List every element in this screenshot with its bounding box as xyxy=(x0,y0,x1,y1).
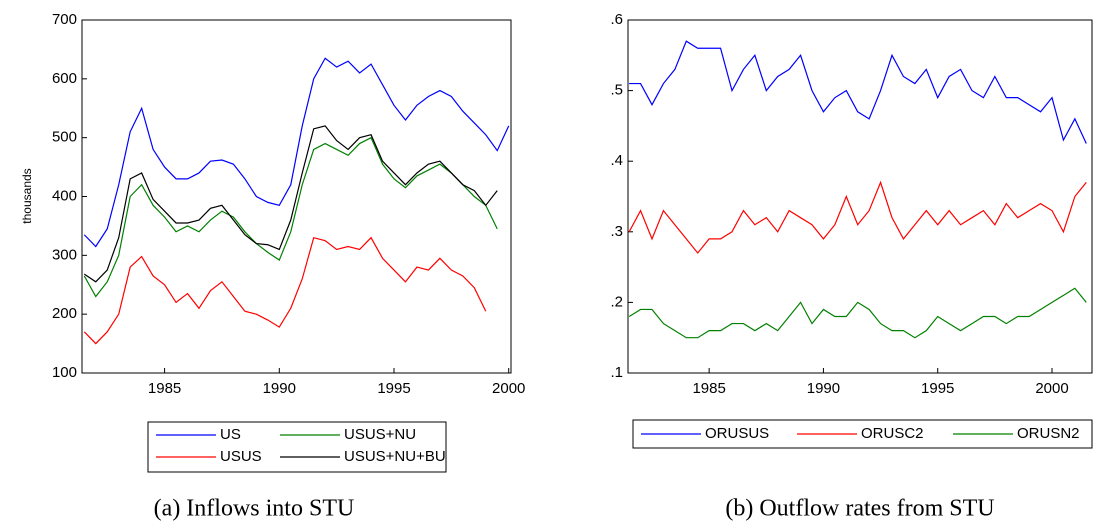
series-line xyxy=(83,125,498,283)
x-tick-label: 2000 xyxy=(1035,380,1068,397)
caption: (b) Outflow rates from STU xyxy=(725,496,994,522)
y-tick-label: .4 xyxy=(610,152,623,169)
x-tick-label: 2000 xyxy=(492,380,525,397)
y-tick-label: .3 xyxy=(610,223,623,240)
y-tick-label: .5 xyxy=(610,82,623,99)
y-tick-label: 600 xyxy=(52,70,77,87)
y-tick-label: .2 xyxy=(610,293,623,310)
series-line xyxy=(628,180,1087,254)
y-tick-label: .6 xyxy=(610,11,623,28)
x-tick-label: 1985 xyxy=(148,380,181,397)
y-tick-label: 400 xyxy=(52,187,77,204)
y-axis-label: thousands xyxy=(20,168,34,223)
x-tick-label: 1990 xyxy=(807,380,840,397)
legend-box xyxy=(147,421,447,473)
caption: (a) Inflows into STU xyxy=(154,496,355,522)
y-tick-label: 100 xyxy=(52,364,77,381)
x-tick-label: 1995 xyxy=(921,380,954,397)
series-line xyxy=(83,57,510,248)
legend-label: ORUSC2 xyxy=(861,425,924,442)
y-tick-label: 200 xyxy=(52,305,77,322)
series-line xyxy=(83,236,487,345)
x-tick-label: 1985 xyxy=(692,380,725,397)
legend-label: USUS+NU xyxy=(344,426,416,443)
legend-label: ORUSUS xyxy=(705,425,769,442)
legend-label: USUS xyxy=(220,448,262,465)
series-line xyxy=(629,40,1087,144)
y-tick-label: 300 xyxy=(52,246,77,263)
legend-label: USUS+NU+BU xyxy=(344,448,446,465)
y-tick-label: 700 xyxy=(52,11,77,28)
legend-label: US xyxy=(220,426,241,443)
plot-frame xyxy=(627,19,1093,374)
series-line xyxy=(83,136,498,298)
series-line xyxy=(628,287,1087,339)
legend-label: ORUSN2 xyxy=(1017,425,1080,442)
x-tick-label: 1990 xyxy=(263,380,296,397)
y-tick-label: 500 xyxy=(52,129,77,146)
x-tick-label: 1995 xyxy=(377,380,410,397)
y-tick-label: .1 xyxy=(610,364,623,381)
legend-box xyxy=(632,419,1093,449)
